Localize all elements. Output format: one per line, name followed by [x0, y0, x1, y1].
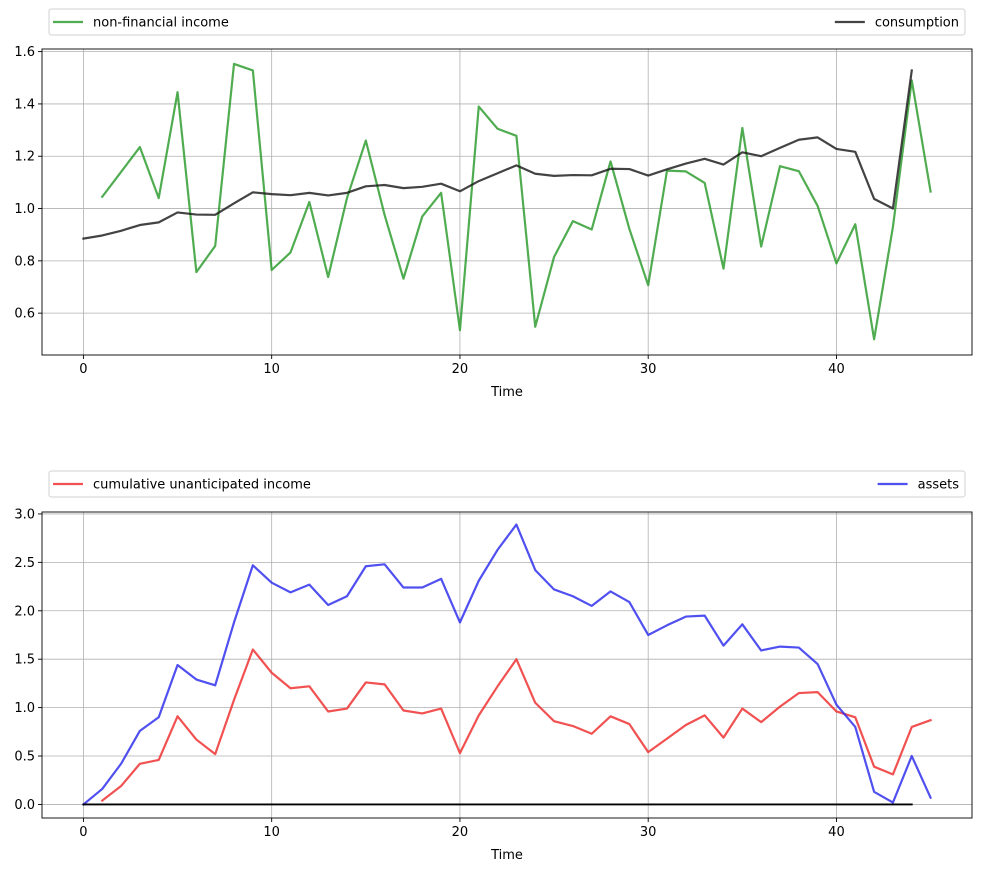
series-line-non-financial-income: [100, 62, 932, 341]
y-tick-label: 0.8: [14, 254, 35, 269]
y-tick-label: 1.6: [14, 45, 35, 60]
legend-item-assets: assets: [877, 478, 960, 493]
x-tick-label: 0: [79, 362, 87, 377]
x-tick-label: 0: [79, 825, 87, 840]
y-tick-label: 1.0: [14, 202, 35, 217]
y-tick-label: 1.2: [14, 150, 35, 165]
y-tick-label: 2.0: [14, 604, 35, 619]
legend-item-cumulative-unanticipated-income: cumulative unanticipated income: [53, 478, 311, 493]
x-tick-label: 40: [828, 362, 845, 377]
x-tick-label: 30: [640, 825, 657, 840]
chart-panel-2: 0 10 20 30 40 0.0 0.5 1.0 1.5 2.0 2.5 3.0 Time cumula…: [14, 470, 973, 863]
x-axis-label: Time: [490, 848, 523, 863]
x-tick-label: 20: [452, 362, 469, 377]
y-tick-label: 0.5: [14, 750, 35, 765]
axes-frame: [41, 511, 973, 819]
x-tick-label: 20: [452, 825, 469, 840]
series-group: [82, 62, 932, 341]
x-tick-label: 30: [640, 362, 657, 377]
x-tick-label: 40: [828, 825, 845, 840]
y-tick-label: 0.0: [14, 798, 35, 813]
legend-frame: [48, 8, 966, 36]
series-line-assets: [81, 523, 933, 806]
legend-frame: [48, 470, 966, 498]
x-axis-label: Time: [490, 385, 523, 400]
legend-label: assets: [918, 478, 960, 493]
legend-label: cumulative unanticipated income: [93, 478, 311, 493]
x-tick-label: 10: [263, 825, 280, 840]
chart-panel-1: 0 10 20 30 40 0.6 0.8 1.0 1.2 1.4 1.6 Time non-finan…: [14, 8, 973, 400]
series-line-cumulative-unanticipated-income: [100, 648, 932, 803]
legend-item-non-financial-income: non-financial income: [53, 16, 229, 31]
y-tick-label: 2.5: [14, 556, 35, 571]
y-tick-label: 1.4: [14, 97, 35, 112]
legend: non-financial income consumption: [48, 8, 966, 36]
series-line-consumption: [82, 69, 913, 240]
legend: cumulative unanticipated income assets: [48, 470, 966, 498]
y-tick-label: 1.5: [14, 653, 35, 668]
legend-item-consumption: consumption: [834, 16, 959, 31]
x-tick-label: 10: [263, 362, 280, 377]
y-tick-label: 3.0: [14, 507, 35, 522]
legend-label: non-financial income: [93, 16, 229, 31]
y-tick-label: 1.0: [14, 701, 35, 716]
series-group: [81, 523, 933, 806]
legend-label: consumption: [875, 16, 959, 31]
y-tick-label: 0.6: [14, 307, 35, 322]
axes-frame: [41, 48, 973, 356]
